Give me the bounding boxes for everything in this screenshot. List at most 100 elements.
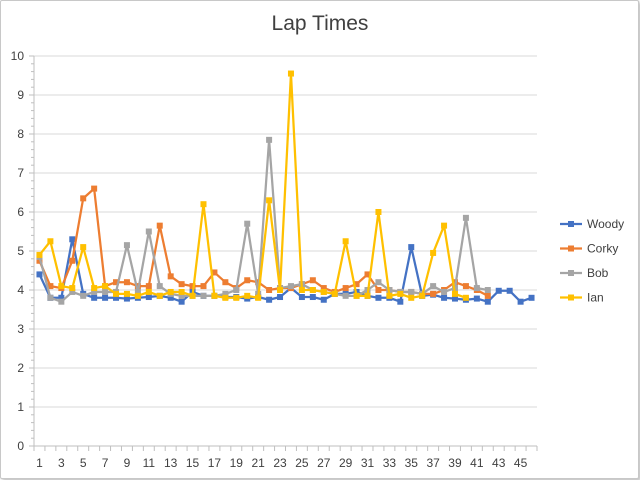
data-point [91,294,98,301]
chart-title: Lap Times [271,12,369,35]
x-tick-label: 13 [164,456,178,470]
data-point [484,298,491,305]
x-tick-label: 31 [361,456,375,470]
data-point [353,281,360,288]
data-point [80,244,87,251]
data-point [277,287,284,293]
x-tick-label: 5 [80,456,87,470]
series-line [38,138,488,303]
x-tick-label: 27 [317,456,331,470]
legend-label: Ian [587,291,604,305]
data-point [375,209,382,215]
legend-item-bob: Bob [560,266,609,280]
legend-label: Woody [587,217,624,231]
data-point [134,292,141,299]
data-point [266,287,273,293]
data-point [451,295,458,302]
x-tick-label: 15 [186,456,200,470]
data-point [156,283,163,290]
x-tick-label: 21 [251,456,265,470]
x-tick-label: 35 [405,456,419,470]
data-point [386,292,393,299]
data-point [134,288,141,295]
data-point [495,287,502,294]
data-point [47,283,54,290]
data-point [145,288,152,295]
x-tick-label: 41 [470,456,484,470]
data-point [484,287,491,293]
data-point [244,220,251,227]
data-point [200,292,207,299]
data-point [102,294,109,301]
data-point [145,283,152,290]
y-tick-label: 8 [17,127,24,141]
y-tick-label: 5 [17,244,24,258]
data-point [473,285,480,292]
data-point [145,294,152,301]
data-point [255,294,262,301]
data-point [309,277,316,284]
data-point [222,290,229,297]
x-tick-label: 29 [339,456,353,470]
y-tick-label: 3 [17,322,24,336]
data-point [123,295,130,302]
data-point [156,292,163,299]
data-point [102,288,109,295]
data-point [419,292,426,299]
data-point [298,287,305,293]
data-point [364,292,371,299]
data-point [102,283,109,290]
series-group [36,70,535,305]
data-point [473,295,480,302]
data-point [36,251,43,258]
data-point [331,290,338,297]
data-point [156,222,163,229]
legend: Woody Corky Bob Ian [560,217,624,305]
data-point [517,298,524,305]
legend-marker [568,245,574,252]
x-tick-label: 9 [124,456,131,470]
data-point [342,292,349,299]
x-tick-label: 1 [36,456,43,470]
data-point [200,283,207,290]
data-point [244,277,251,284]
y-tick-label: 7 [17,166,24,180]
data-point [430,283,437,290]
y-tick-label: 10 [11,49,25,63]
data-point [233,287,240,293]
data-point [287,283,294,290]
data-point [528,294,535,301]
data-point [266,136,273,143]
data-point [298,294,305,301]
data-point [211,292,218,299]
data-point [441,288,448,295]
data-point [408,244,415,251]
legend-marker [568,294,574,301]
data-point [113,294,120,301]
x-tick-label: 45 [514,456,528,470]
data-point [167,288,174,295]
data-point [145,228,152,235]
data-point [47,238,54,245]
data-point [113,290,120,297]
legend-label: Corky [587,242,618,256]
data-point [200,201,207,208]
data-point [244,292,251,299]
data-point [222,294,229,301]
data-point [430,249,437,256]
y-tick-label: 1 [17,400,24,414]
data-point [408,294,415,301]
gridlines [34,55,537,408]
data-point [309,294,316,301]
data-point [320,288,327,295]
data-point [178,292,185,299]
data-point [69,257,76,264]
data-point [364,271,371,278]
data-point [233,294,240,301]
data-point [123,290,130,297]
series-line [38,72,467,299]
data-point [342,285,349,292]
data-point [397,290,404,297]
